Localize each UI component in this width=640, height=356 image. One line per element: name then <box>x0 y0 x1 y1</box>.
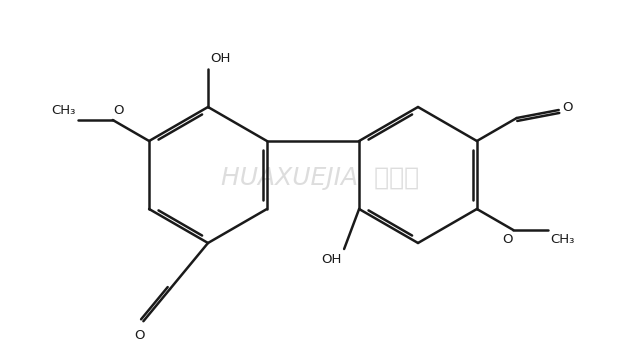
Text: OH: OH <box>322 253 342 266</box>
Text: O: O <box>502 233 512 246</box>
Text: O: O <box>134 329 145 342</box>
Text: CH₃: CH₃ <box>550 233 575 246</box>
Text: HUAXUEJIA  化学加: HUAXUEJIA 化学加 <box>221 166 419 190</box>
Text: OH: OH <box>210 52 230 65</box>
Text: CH₃: CH₃ <box>51 104 76 117</box>
Text: O: O <box>563 101 573 115</box>
Text: O: O <box>114 104 124 117</box>
